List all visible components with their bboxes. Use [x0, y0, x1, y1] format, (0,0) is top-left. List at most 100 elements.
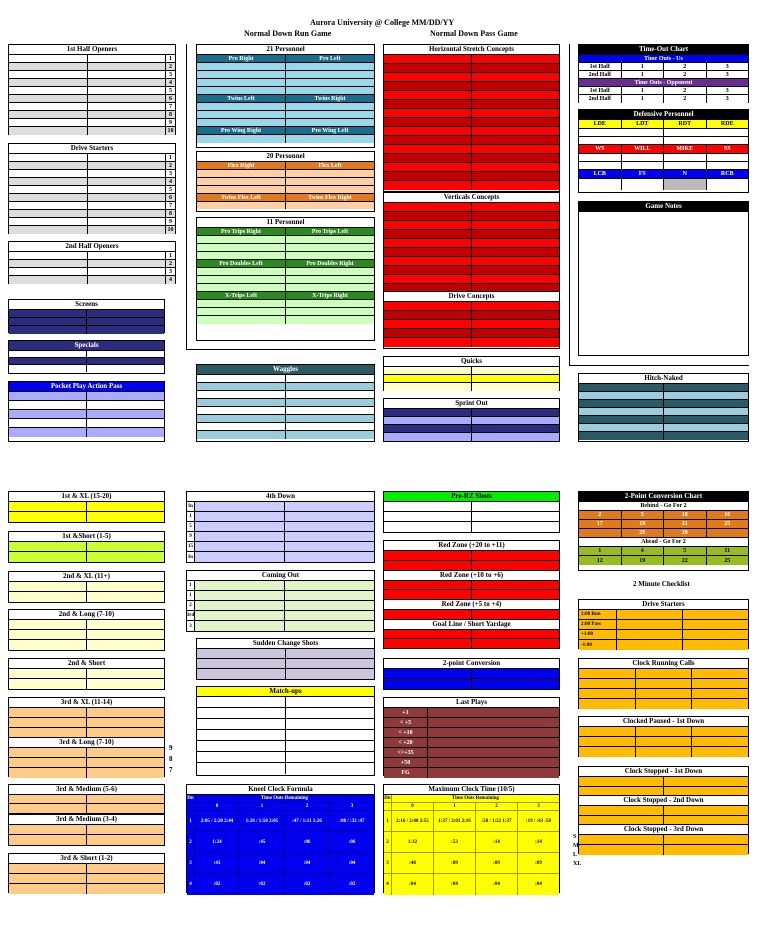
entry-cell[interactable]	[664, 408, 748, 415]
entry-cell[interactable]	[88, 268, 166, 275]
entry-cell[interactable]	[286, 170, 374, 177]
entry-cell[interactable]	[692, 699, 748, 709]
entry-cell[interactable]	[197, 399, 286, 406]
entry-cell[interactable]	[472, 522, 559, 532]
entry-cell[interactable]	[9, 55, 88, 62]
entry-cell[interactable]	[197, 284, 286, 291]
entry-cell[interactable]	[472, 257, 559, 265]
entry-cell[interactable]	[9, 718, 87, 727]
table-cell[interactable]	[622, 179, 664, 190]
entry-cell[interactable]	[195, 611, 285, 620]
entry-cell[interactable]	[197, 431, 286, 439]
entry-cell[interactable]	[197, 649, 286, 658]
entry-cell[interactable]	[384, 551, 472, 560]
entry-cell[interactable]	[664, 129, 748, 136]
entry-cell[interactable]	[472, 409, 559, 416]
entry-cell[interactable]	[88, 178, 166, 185]
entry-cell[interactable]	[286, 284, 374, 291]
entry-cell[interactable]	[88, 186, 166, 193]
entry-cell[interactable]	[9, 226, 88, 234]
entry-cell[interactable]	[87, 358, 164, 364]
entry-cell[interactable]	[384, 320, 472, 328]
entry-cell[interactable]	[9, 620, 87, 629]
entry-cell[interactable]	[664, 424, 748, 431]
entry-cell[interactable]	[472, 266, 559, 274]
entry-cell[interactable]	[87, 351, 164, 357]
entry-cell[interactable]	[384, 239, 472, 247]
entry-cell[interactable]	[286, 423, 374, 430]
entry-cell[interactable]	[472, 311, 559, 319]
entry-cell[interactable]	[707, 154, 749, 161]
entry-cell[interactable]	[197, 244, 286, 251]
entry-cell[interactable]	[88, 63, 166, 70]
entry-cell[interactable]	[384, 383, 472, 391]
entry-cell[interactable]	[88, 162, 166, 169]
timeout-number[interactable]: 1	[622, 95, 664, 103]
entry-cell[interactable]	[664, 162, 707, 169]
entry-cell[interactable]	[87, 428, 164, 437]
entry-cell[interactable]	[197, 316, 286, 324]
timeout-number[interactable]: 3	[725, 63, 729, 70]
entry-cell[interactable]	[579, 162, 622, 169]
entry-cell[interactable]	[472, 64, 559, 72]
entry-cell[interactable]	[384, 172, 472, 180]
entry-cell[interactable]	[692, 679, 748, 688]
entry-cell[interactable]	[472, 512, 559, 521]
entry-cell[interactable]	[692, 747, 748, 757]
entry-cell[interactable]	[384, 257, 472, 265]
entry-cell[interactable]	[286, 236, 374, 243]
entry-cell[interactable]	[683, 630, 748, 639]
entry-cell[interactable]	[197, 719, 286, 729]
entry-cell[interactable]	[579, 737, 636, 746]
entry-cell[interactable]	[87, 310, 164, 317]
entry-cell[interactable]	[286, 649, 374, 658]
entry-cell[interactable]	[9, 392, 87, 400]
entry-cell[interactable]	[384, 302, 472, 310]
entry-cell[interactable]	[579, 129, 664, 136]
entry-cell[interactable]	[87, 620, 164, 629]
entry-cell[interactable]	[664, 154, 707, 161]
entry-cell[interactable]	[472, 109, 559, 117]
entry-cell[interactable]	[88, 170, 166, 177]
entry-cell[interactable]	[579, 669, 636, 678]
entry-cell[interactable]	[664, 137, 748, 144]
entry-cell[interactable]	[87, 708, 164, 717]
entry-cell[interactable]	[472, 212, 559, 220]
entry-cell[interactable]	[636, 747, 693, 757]
entry-cell[interactable]	[286, 119, 374, 126]
entry-cell[interactable]	[664, 416, 748, 423]
entry-cell[interactable]	[87, 768, 164, 778]
entry-cell[interactable]	[197, 763, 286, 774]
entry-cell[interactable]	[197, 423, 286, 430]
entry-cell[interactable]	[9, 401, 87, 409]
entry-cell[interactable]	[472, 221, 559, 229]
entry-cell[interactable]	[428, 748, 559, 757]
entry-cell[interactable]	[636, 737, 693, 746]
entry-cell[interactable]	[472, 239, 559, 247]
entry-cell[interactable]	[384, 203, 472, 211]
entry-cell[interactable]	[472, 433, 559, 441]
entry-cell[interactable]	[384, 284, 472, 293]
entry-cell[interactable]	[286, 431, 374, 439]
entry-cell[interactable]	[286, 708, 374, 718]
entry-cell[interactable]	[707, 162, 749, 169]
entry-cell[interactable]	[286, 63, 374, 70]
entry-cell[interactable]	[472, 590, 559, 599]
entry-cell[interactable]	[636, 679, 693, 688]
entry-cell[interactable]	[9, 884, 87, 894]
entry-cell[interactable]	[195, 581, 285, 590]
entry-cell[interactable]	[195, 621, 285, 631]
entry-cell[interactable]	[622, 162, 664, 169]
entry-cell[interactable]	[579, 432, 664, 440]
table-cell[interactable]	[707, 179, 749, 190]
entry-cell[interactable]	[88, 103, 166, 110]
entry-cell[interactable]	[664, 845, 748, 855]
entry-cell[interactable]	[9, 428, 87, 437]
entry-cell[interactable]	[87, 512, 164, 522]
entry-cell[interactable]	[636, 727, 693, 736]
entry-cell[interactable]	[195, 512, 285, 521]
entry-cell[interactable]	[88, 55, 166, 62]
entry-cell[interactable]	[472, 118, 559, 126]
entry-cell[interactable]	[636, 669, 693, 678]
entry-cell[interactable]	[87, 718, 164, 727]
